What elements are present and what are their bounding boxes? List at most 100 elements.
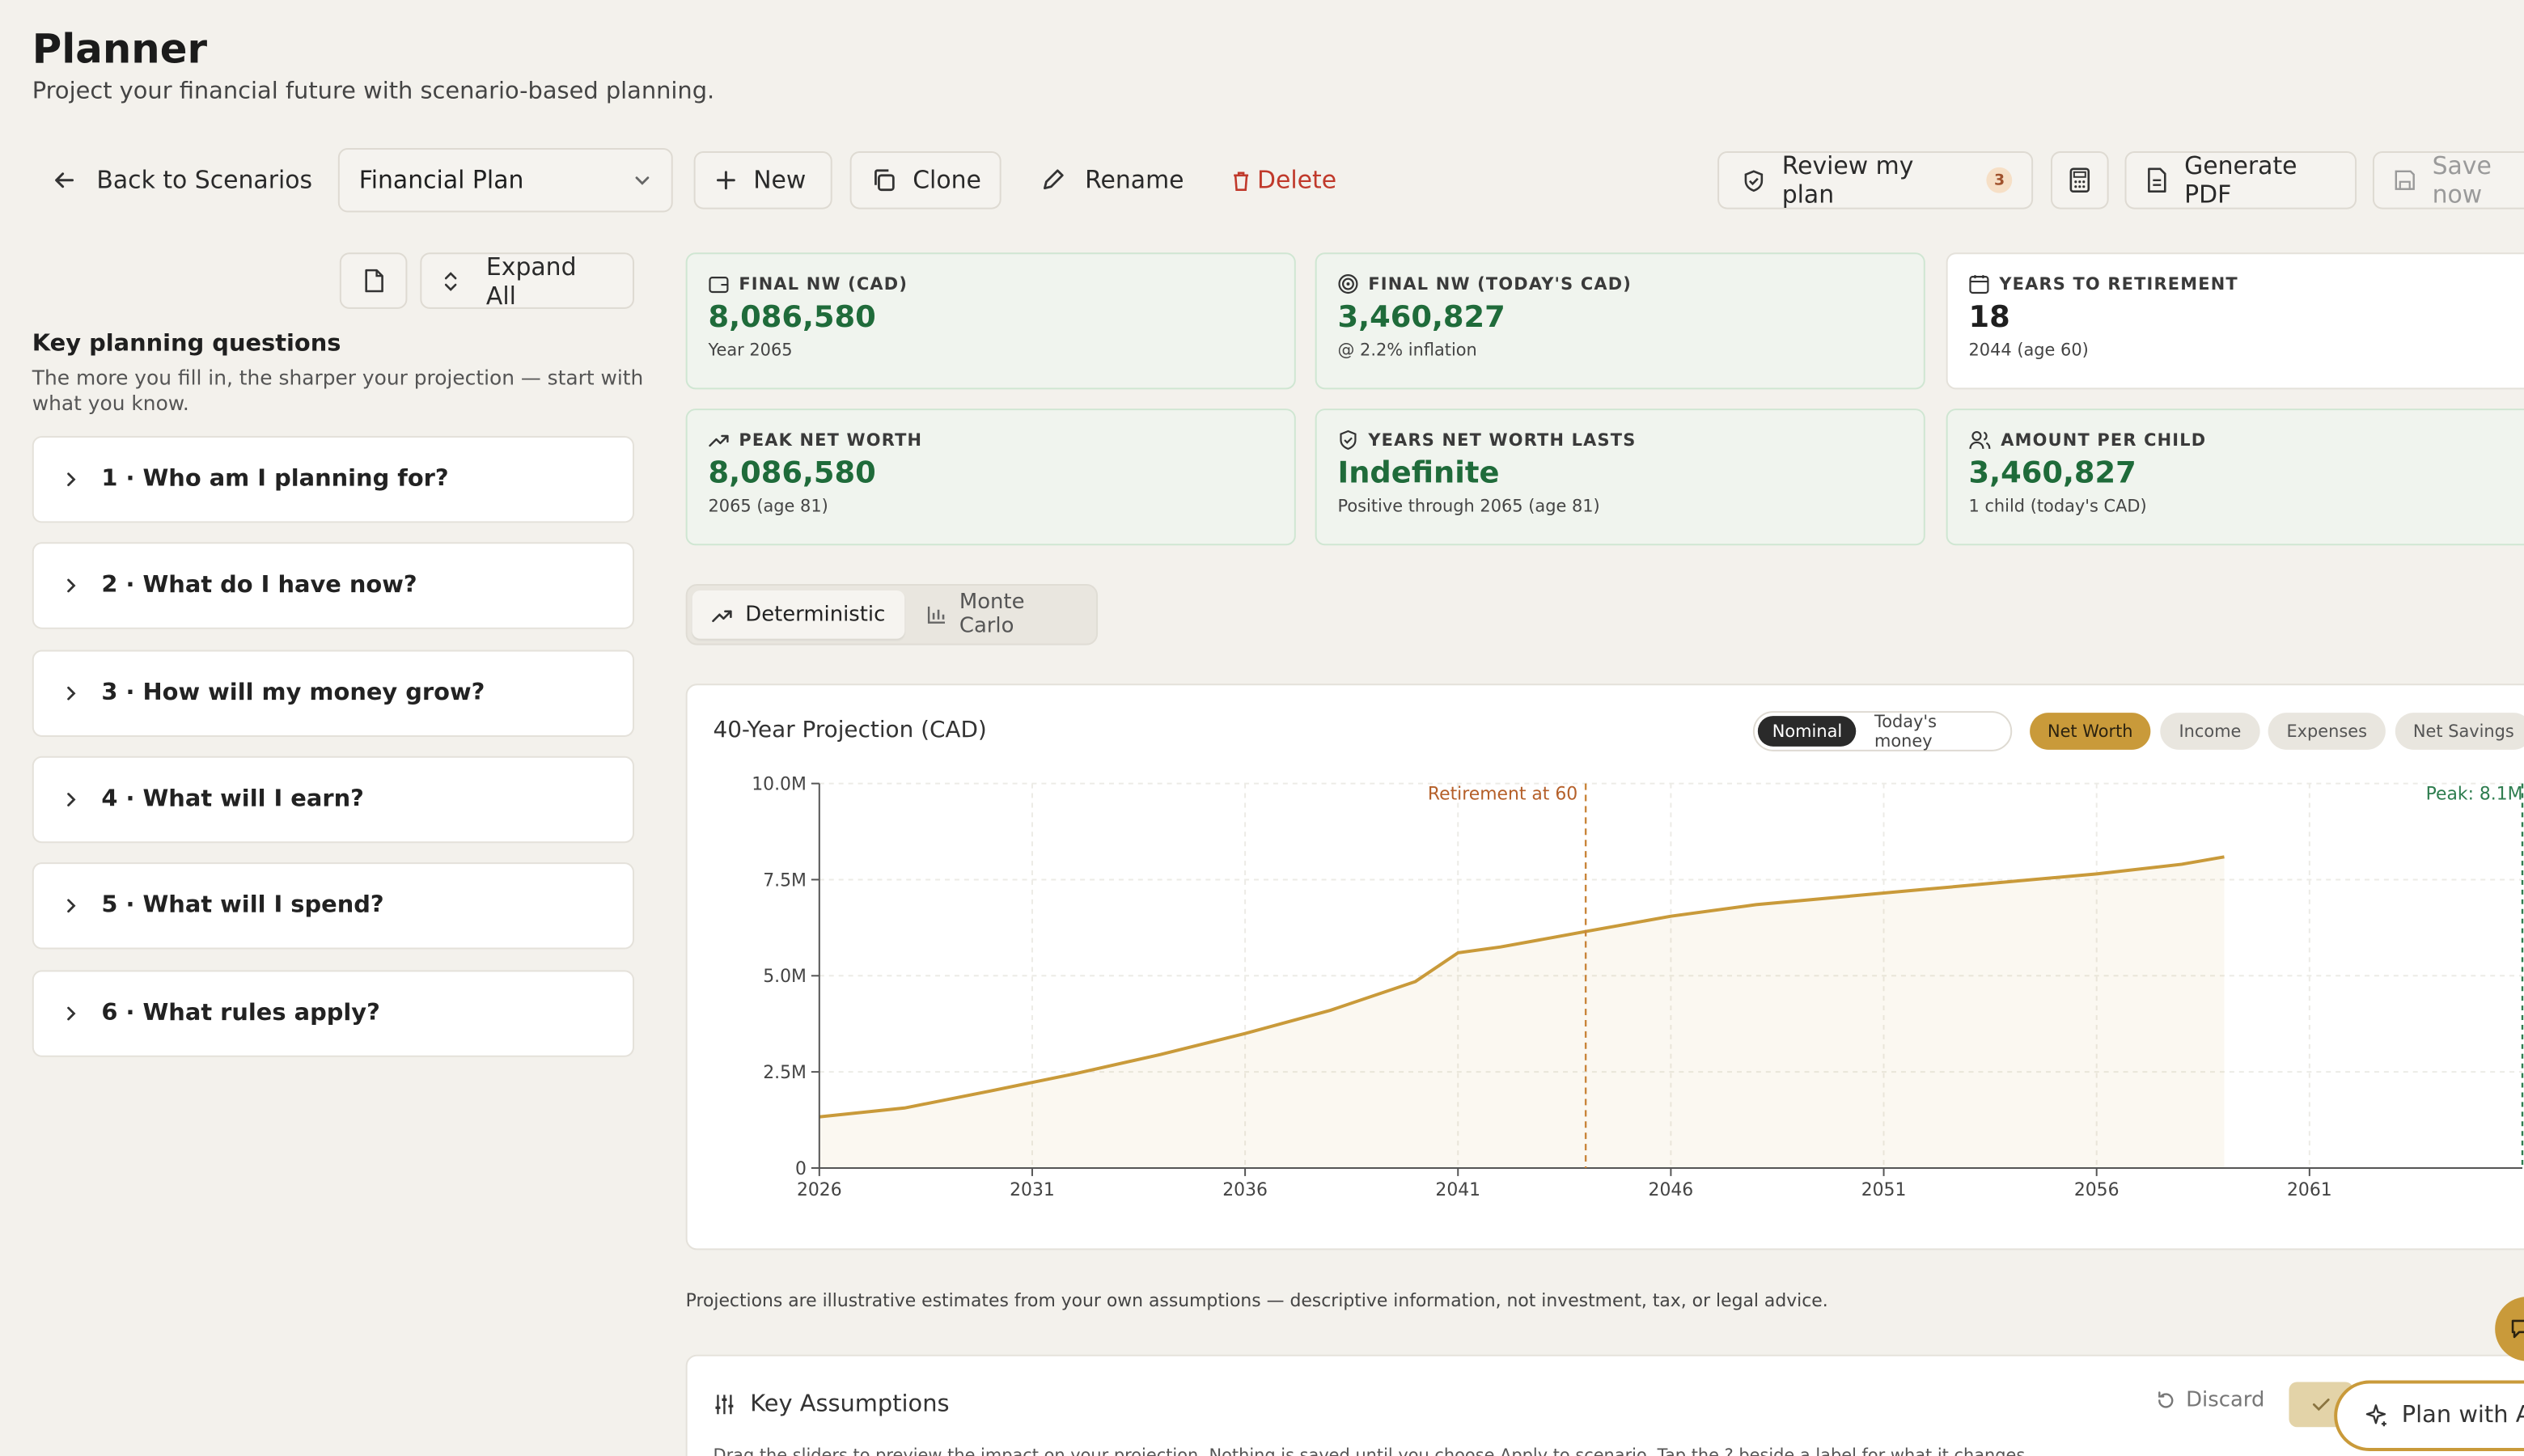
message-square-icon bbox=[2509, 1318, 2524, 1340]
y-tick-label: 2.5M bbox=[763, 1063, 807, 1083]
question-label: 1 · Who am I planning for? bbox=[101, 466, 449, 493]
stat-sub: 2044 (age 60) bbox=[1968, 341, 2089, 361]
net-worth-chip[interactable]: Net Worth bbox=[2030, 713, 2151, 750]
peak-marker-label: Peak: 8.1M bbox=[2426, 785, 2523, 805]
plan-with-ai-button[interactable]: Plan with AI bbox=[2334, 1380, 2524, 1452]
tab-deterministic[interactable]: Deterministic bbox=[692, 590, 905, 639]
document-button[interactable] bbox=[339, 252, 408, 309]
key-questions-description: The more you fill in, the sharper your p… bbox=[32, 365, 644, 416]
undo-icon bbox=[2155, 1390, 2176, 1411]
expand-all-button[interactable]: Expand All bbox=[420, 252, 634, 310]
stat-value: 8,086,580 bbox=[708, 456, 876, 491]
sliders-icon bbox=[713, 1393, 735, 1416]
arrow-left-icon bbox=[52, 167, 78, 193]
question-label: 3 · How will my money grow? bbox=[101, 680, 485, 707]
stat-card-final-nw-today: FINAL NW (TODAY'S CAD) 3,460,827 @ 2.2% … bbox=[1315, 252, 1925, 390]
projection-mode-tabs: Deterministic Monte Carlo bbox=[685, 583, 1099, 645]
tab-monte-carlo[interactable]: Monte Carlo bbox=[908, 590, 1091, 639]
x-tick-label: 2046 bbox=[1649, 1180, 1694, 1200]
stat-card-amount-per-child: AMOUNT PER CHILD 3,460,827 1 child (toda… bbox=[1946, 408, 2524, 546]
question-item[interactable]: 5 · What will I spend? bbox=[32, 862, 634, 950]
y-tick-label: 5.0M bbox=[763, 967, 807, 987]
retirement-marker-label: Retirement at 60 bbox=[1428, 785, 1578, 805]
chevron-right-icon bbox=[63, 1005, 79, 1022]
discard-button[interactable]: Discard bbox=[2155, 1388, 2264, 1412]
generate-pdf-button[interactable]: Generate PDF bbox=[2124, 150, 2357, 210]
todays-money-toggle[interactable]: Today's money bbox=[1874, 712, 1937, 751]
stat-card-years-nw-lasts: YEARS NET WORTH LASTS Indefinite Positiv… bbox=[1315, 408, 1925, 546]
new-button[interactable]: New bbox=[693, 150, 832, 210]
discard-label: Discard bbox=[2186, 1388, 2265, 1413]
save-now-button[interactable]: Save now bbox=[2372, 150, 2524, 210]
question-item[interactable]: 3 · How will my money grow? bbox=[32, 650, 634, 737]
stat-value: 8,086,580 bbox=[708, 300, 876, 335]
key-questions-heading: Key planning questions bbox=[32, 331, 341, 358]
rename-button[interactable]: Rename bbox=[1040, 148, 1184, 213]
chart-title: 40-Year Projection (CAD) bbox=[713, 717, 987, 743]
income-chip[interactable]: Income bbox=[2160, 713, 2260, 750]
question-item[interactable]: 1 · Who am I planning for? bbox=[32, 436, 634, 523]
chevron-right-icon bbox=[63, 472, 79, 488]
review-plan-button[interactable]: Review my plan 3 bbox=[1717, 150, 2034, 210]
stat-card-peak-net-worth: PEAK NET WORTH 8,086,580 2065 (age 81) bbox=[685, 408, 1296, 546]
question-label: 2 · What do I have now? bbox=[101, 573, 417, 599]
stat-value: 3,460,827 bbox=[1968, 456, 2137, 491]
file-text-icon bbox=[2145, 167, 2168, 193]
projection-chart-card: 40-Year Projection (CAD) Nominal Today's… bbox=[685, 684, 2524, 1251]
expenses-chip[interactable]: Expenses bbox=[2268, 713, 2386, 750]
stat-value: 3,460,827 bbox=[1337, 300, 1506, 335]
calculator-icon bbox=[2069, 167, 2091, 193]
back-label: Back to Scenarios bbox=[96, 165, 313, 195]
delete-button[interactable]: Delete bbox=[1231, 148, 1336, 213]
stat-label: YEARS TO RETIREMENT bbox=[1999, 274, 2238, 294]
nominal-toggle[interactable]: Nominal bbox=[1757, 716, 1857, 747]
page-title: Planner bbox=[32, 25, 207, 73]
calendar-clock-icon bbox=[1969, 273, 1990, 294]
stat-card-final-nw: FINAL NW (CAD) 8,086,580 Year 2065 bbox=[685, 252, 1296, 390]
chevron-down-icon bbox=[633, 171, 652, 190]
stat-label: AMOUNT PER CHILD bbox=[2001, 430, 2207, 450]
x-tick-label: 2061 bbox=[2287, 1180, 2332, 1200]
chevron-right-icon bbox=[63, 792, 79, 808]
sparkles-icon bbox=[2363, 1403, 2389, 1428]
question-item[interactable]: 6 · What rules apply? bbox=[32, 970, 634, 1057]
x-tick-label: 2056 bbox=[2074, 1180, 2120, 1200]
chat-fab[interactable] bbox=[2495, 1297, 2524, 1361]
y-tick-label: 7.5M bbox=[763, 870, 807, 891]
net-savings-chip[interactable]: Net Savings bbox=[2395, 713, 2524, 750]
stat-sub: 2065 (age 81) bbox=[708, 497, 828, 517]
money-toggle: Nominal Today's money bbox=[1752, 711, 2013, 751]
back-to-scenarios-button[interactable]: Back to Scenarios bbox=[52, 148, 312, 213]
question-item[interactable]: 4 · What will I earn? bbox=[32, 756, 634, 844]
delete-label: Delete bbox=[1257, 165, 1337, 195]
x-tick-label: 2031 bbox=[1010, 1180, 1055, 1200]
generate-pdf-label: Generate PDF bbox=[2184, 150, 2297, 210]
chevron-right-icon bbox=[63, 578, 79, 594]
trash-icon bbox=[1231, 170, 1251, 191]
clone-button[interactable]: Clone bbox=[849, 150, 1002, 210]
plan-select[interactable]: Financial Plan bbox=[337, 147, 673, 213]
key-assumptions-card: Key Assumptions Discard Drag the sliders… bbox=[685, 1354, 2524, 1456]
stat-card-years-to-retirement: YEARS TO RETIREMENT 18 2044 (age 60) bbox=[1946, 252, 2524, 390]
bar-chart-icon bbox=[927, 605, 946, 624]
target-icon bbox=[1338, 273, 1359, 294]
review-count-badge: 3 bbox=[1986, 167, 2013, 193]
stat-sub: 1 child (today's CAD) bbox=[1968, 497, 2147, 517]
calculator-button[interactable] bbox=[2050, 150, 2109, 210]
stat-sub: Positive through 2065 (age 81) bbox=[1337, 497, 1600, 517]
trending-up-icon bbox=[711, 606, 732, 624]
save-icon bbox=[2394, 169, 2416, 192]
tab-monte-carlo-label: Monte Carlo bbox=[959, 590, 1025, 639]
shield-check-icon bbox=[1338, 430, 1359, 451]
pencil-icon bbox=[1040, 167, 1065, 193]
x-tick-label: 2051 bbox=[1861, 1180, 1907, 1200]
net-worth-area bbox=[819, 857, 2225, 1168]
check-icon bbox=[2311, 1396, 2331, 1412]
question-item[interactable]: 2 · What do I have now? bbox=[32, 542, 634, 629]
chevron-right-icon bbox=[63, 685, 79, 701]
users-icon bbox=[1969, 430, 1992, 451]
assumptions-hint: Drag the sliders to preview the impact o… bbox=[713, 1446, 2031, 1456]
stat-value: Indefinite bbox=[1337, 456, 1500, 491]
save-label: Save now bbox=[2432, 150, 2492, 210]
stat-sub: @ 2.2% inflation bbox=[1337, 341, 1477, 361]
